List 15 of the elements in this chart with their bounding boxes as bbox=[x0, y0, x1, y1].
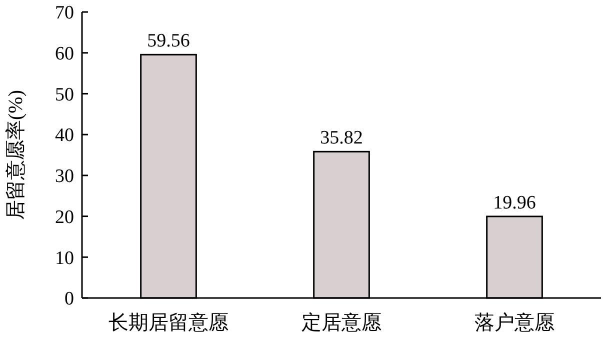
y-tick-label: 60 bbox=[55, 44, 74, 65]
x-tick-label: 落户意愿 bbox=[474, 312, 554, 334]
y-tick-label: 20 bbox=[55, 206, 74, 228]
y-tick-label: 10 bbox=[55, 248, 74, 269]
y-tick-label: 50 bbox=[55, 84, 74, 106]
data-label: 19.96 bbox=[493, 192, 536, 214]
y-tick-label: 30 bbox=[55, 166, 74, 188]
y-tick-label: 0 bbox=[64, 288, 74, 310]
y-tick-label: 70 bbox=[55, 2, 74, 24]
y-tick-label: 40 bbox=[55, 125, 74, 146]
x-tick-label: 长期居留意愿 bbox=[108, 312, 228, 334]
data-label: 35.82 bbox=[320, 128, 363, 149]
y-axis-title: 居留意愿率(%) bbox=[5, 90, 27, 220]
x-tick-label: 定居意愿 bbox=[302, 312, 382, 334]
data-label: 59.56 bbox=[147, 30, 190, 52]
